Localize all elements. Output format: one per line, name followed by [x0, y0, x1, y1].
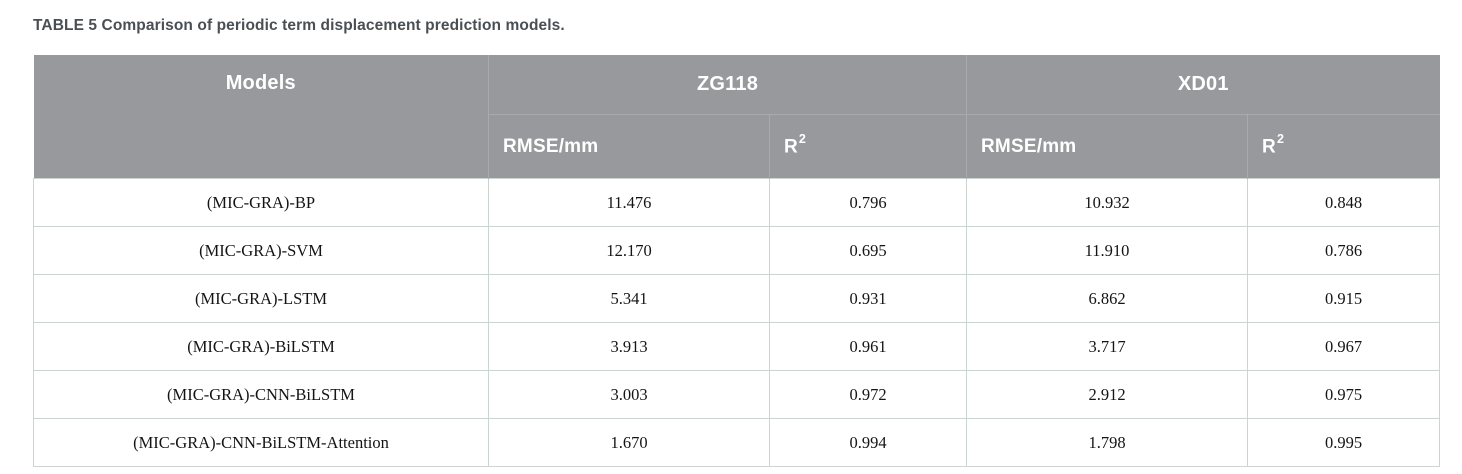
model-name-cell: (MIC-GRA)-CNN-BiLSTM-Attention — [33, 418, 489, 467]
model-name-cell: (MIC-GRA)-LSTM — [33, 274, 489, 323]
zg118-rmse-cell: 3.913 — [488, 322, 770, 371]
table-caption: TABLE 5 Comparison of periodic term disp… — [33, 17, 565, 34]
xd01-rmse-cell: 6.862 — [966, 274, 1249, 323]
zg118-rmse-cell: 11.476 — [488, 178, 770, 227]
r2-label: R — [1262, 136, 1276, 158]
table-row: (MIC-GRA)-SVM 12.170 0.695 11.910 0.786 — [33, 226, 1441, 275]
table-row: (MIC-GRA)-LSTM 5.341 0.931 6.862 0.915 — [33, 274, 1441, 323]
group-header-row: Models ZG118 XD01 — [33, 55, 1440, 179]
col-header-r2-xd01: R2 — [1247, 114, 1440, 179]
zg118-r2-cell: 0.961 — [768, 322, 968, 371]
rmse-label: RMSE/mm — [503, 135, 599, 157]
xd01-r2-cell: 0.995 — [1247, 418, 1441, 467]
xd01-r2-cell: 0.967 — [1247, 322, 1441, 371]
col-group-xd01: XD01 — [966, 55, 1440, 115]
zg118-r2-cell: 0.796 — [768, 178, 968, 227]
zg118-r2-cell: 0.972 — [768, 370, 968, 419]
xd01-r2-cell: 0.915 — [1247, 274, 1441, 323]
xd01-r2-cell: 0.848 — [1247, 178, 1441, 227]
zg118-r2-cell: 0.695 — [768, 226, 968, 275]
zg118-r2-cell: 0.994 — [768, 418, 968, 467]
rmse-label: RMSE/mm — [981, 135, 1077, 157]
xd01-r2-cell: 0.786 — [1247, 226, 1441, 275]
xd01-rmse-cell: 1.798 — [966, 418, 1249, 467]
model-name-cell: (MIC-GRA)-BP — [33, 178, 489, 227]
table-body: (MIC-GRA)-BP 11.476 0.796 10.932 0.848 (… — [33, 178, 1441, 467]
zg118-rmse-cell: 3.003 — [488, 370, 770, 419]
table-row: (MIC-GRA)-CNN-BiLSTM-Attention 1.670 0.9… — [33, 418, 1441, 467]
model-name-cell: (MIC-GRA)-SVM — [33, 226, 489, 275]
r2-superscript: 2 — [1276, 132, 1285, 147]
r2-superscript: 2 — [798, 132, 807, 147]
table-row: (MIC-GRA)-BP 11.476 0.796 10.932 0.848 — [33, 178, 1441, 227]
model-name-cell: (MIC-GRA)-CNN-BiLSTM — [33, 370, 489, 419]
r2-label: R — [784, 136, 798, 158]
table-header: Models ZG118 XD01 RMSE/mm R2 RMSE/mm R2 — [33, 55, 1440, 179]
xd01-r2-cell: 0.975 — [1247, 370, 1441, 419]
col-header-r2-zg118: R2 — [768, 114, 967, 179]
xd01-rmse-cell: 2.912 — [966, 370, 1249, 419]
zg118-r2-cell: 0.931 — [768, 274, 968, 323]
col-header-rmse-xd01: RMSE/mm — [966, 114, 1248, 179]
xd01-rmse-cell: 3.717 — [966, 322, 1249, 371]
xd01-rmse-cell: 10.932 — [966, 178, 1249, 227]
table-row: (MIC-GRA)-BiLSTM 3.913 0.961 3.717 0.967 — [33, 322, 1441, 371]
zg118-rmse-cell: 5.341 — [488, 274, 770, 323]
comparison-table: Models ZG118 XD01 RMSE/mm R2 RMSE/mm R2 … — [33, 55, 1441, 467]
zg118-rmse-cell: 1.670 — [488, 418, 770, 467]
col-header-rmse-zg118: RMSE/mm — [488, 114, 770, 179]
table-row: (MIC-GRA)-CNN-BiLSTM 3.003 0.972 2.912 0… — [33, 370, 1441, 419]
col-group-zg118: ZG118 — [488, 55, 967, 115]
xd01-rmse-cell: 11.910 — [966, 226, 1249, 275]
sub-header-row: RMSE/mm R2 RMSE/mm R2 — [34, 114, 1440, 179]
col-header-models: Models — [33, 55, 489, 179]
model-name-cell: (MIC-GRA)-BiLSTM — [33, 322, 489, 371]
zg118-rmse-cell: 12.170 — [488, 226, 770, 275]
